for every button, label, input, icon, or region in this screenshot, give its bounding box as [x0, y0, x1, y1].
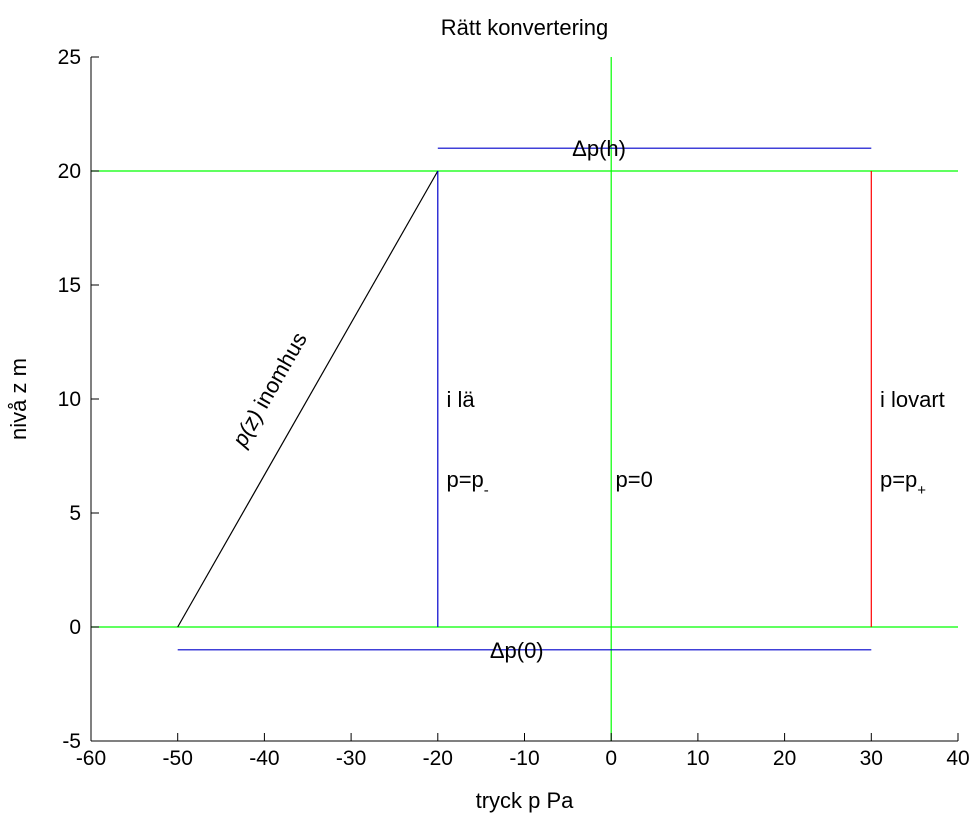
annotation-5: i lovart [880, 387, 945, 412]
annotation-3: p=p- [446, 467, 488, 499]
y-tick-label: 0 [69, 616, 81, 639]
annotation-0: Δp(h) [572, 136, 626, 161]
annotation-6: p=p+ [880, 467, 926, 499]
chart-title: Rätt konvertering [441, 15, 609, 40]
y-tick-label: 10 [58, 388, 81, 411]
y-axis-label: nivå z m [6, 358, 31, 440]
x-tick-label: -10 [509, 747, 539, 770]
annotation-1: Δp(0) [490, 638, 544, 663]
annotations: Δp(h) Δp(0) i lä p=p-p=0 i lovart p=p+ p(z) in… [227, 136, 945, 663]
y-tick-label: 5 [69, 502, 81, 525]
y-tick-label: 15 [58, 274, 81, 297]
x-tick-label: 30 [860, 747, 883, 770]
series-line-3 [177, 170, 439, 628]
x-tick-label: 20 [773, 747, 796, 770]
y-tick-label: 25 [58, 46, 81, 69]
series-layer [91, 57, 958, 741]
y-tick-label: -5 [62, 730, 81, 753]
x-axis-label: tryck p Pa [476, 788, 575, 813]
x-tick-label: 10 [686, 747, 709, 770]
x-tick-label: 0 [605, 747, 617, 770]
annotation-7: p(z) inomhus [227, 328, 312, 452]
y-tick-label: 20 [58, 160, 81, 183]
x-tick-label: -50 [163, 747, 193, 770]
annotation-4: p=0 [616, 467, 653, 492]
x-tick-label: -40 [249, 747, 279, 770]
x-tick-label: -20 [423, 747, 453, 770]
annotation-2: i lä [446, 387, 475, 412]
x-tick-label: -60 [76, 747, 106, 770]
x-tick-label: -30 [336, 747, 366, 770]
x-tick-label: 40 [946, 747, 969, 770]
